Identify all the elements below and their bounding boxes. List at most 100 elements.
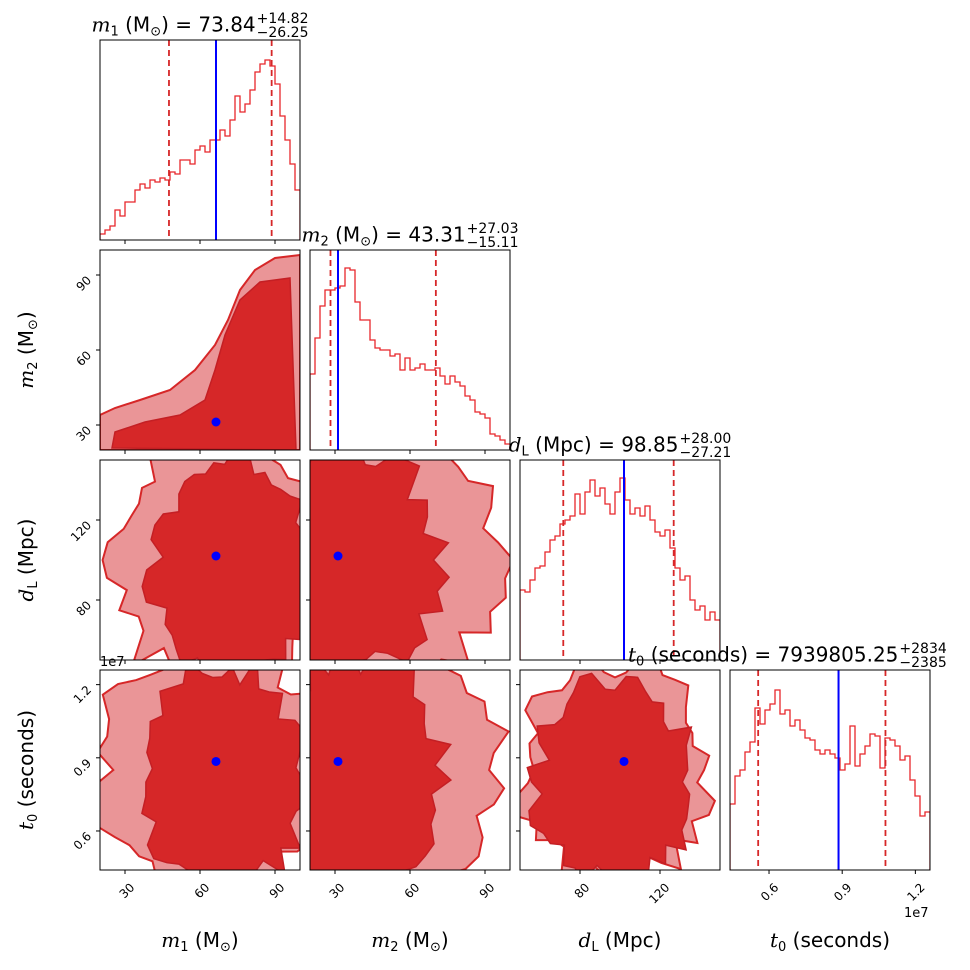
contour-inner bbox=[141, 460, 300, 660]
title-value: 7939805.25 bbox=[777, 642, 899, 667]
unit: (M bbox=[194, 928, 220, 952]
title-value: 98.85 bbox=[621, 432, 679, 457]
unit-end: ) bbox=[14, 311, 38, 320]
x-tick-label: 0.6 bbox=[758, 880, 781, 903]
title-minus: −2385 bbox=[899, 655, 947, 671]
var: d bbox=[578, 928, 592, 952]
y-axis-label-m2: m2 (M⊙) bbox=[14, 311, 41, 389]
unit-sub: ⊙ bbox=[150, 24, 162, 40]
contour-inner bbox=[310, 670, 453, 870]
histogram-m2 bbox=[310, 267, 510, 450]
y-tick-label: 90 bbox=[73, 273, 94, 294]
axes-frame bbox=[729, 669, 931, 871]
contour-inner bbox=[111, 277, 297, 450]
x-tick-label: 60 bbox=[402, 880, 423, 901]
y-tick-label: 0.6 bbox=[71, 829, 94, 852]
var: d bbox=[508, 432, 522, 457]
axes-frame bbox=[519, 669, 721, 871]
y-tick-label: 1.2 bbox=[71, 683, 94, 706]
axes-frame bbox=[309, 249, 511, 451]
unit-sub: ⊙ bbox=[360, 234, 372, 250]
unit-sub: ⊙ bbox=[429, 940, 441, 955]
x-axis-label-m2: m2 (M⊙) bbox=[371, 930, 448, 954]
unit-end: ) bbox=[440, 928, 449, 952]
y-axis-label-t0: t0 (seconds) bbox=[14, 709, 41, 830]
unit-end: ) bbox=[371, 222, 379, 247]
title-plus: +14.82 bbox=[256, 11, 309, 27]
unit: (seconds) bbox=[14, 709, 38, 808]
contour-inner bbox=[310, 460, 451, 660]
unit: (Mpc) bbox=[604, 928, 662, 952]
title-minus: −15.11 bbox=[466, 235, 519, 251]
histogram-m1 bbox=[100, 59, 300, 240]
histogram-t0 bbox=[730, 689, 930, 870]
panel-m1-vs-m2: 30 60 90 bbox=[73, 249, 301, 454]
truth-marker bbox=[211, 417, 221, 427]
x-tick-label: 120 bbox=[646, 880, 672, 906]
title-t0: t0 (seconds) = 7939805.25 +2834 −2385 bbox=[628, 641, 947, 671]
var: m bbox=[14, 369, 38, 389]
x-tick-label: 0.9 bbox=[831, 880, 854, 903]
truth-marker bbox=[333, 756, 343, 766]
panel-m1-vs-t0: 30 60 90 0.6 0.9 1.2 bbox=[71, 669, 301, 901]
unit: (M bbox=[335, 222, 361, 247]
sub: 0 bbox=[636, 654, 645, 670]
x-offset-text: 1e7 bbox=[904, 906, 929, 921]
unit: (M bbox=[14, 330, 38, 356]
x-tick-label: 30 bbox=[327, 880, 348, 901]
unit: (seconds) bbox=[792, 928, 891, 952]
panel-dL-vs-t0: 80 120 bbox=[516, 669, 721, 907]
y-tick-label: 120 bbox=[68, 518, 94, 544]
title-plus: +2834 bbox=[899, 641, 947, 657]
title-dL: dL (Mpc) = 98.85 +28.00 −27.21 bbox=[508, 431, 732, 461]
title-m1: m1 (M⊙) = 73.84 +14.82 −26.25 bbox=[91, 11, 309, 41]
unit-end: ) bbox=[161, 12, 169, 37]
var: t bbox=[769, 928, 779, 952]
unit: (Mpc) bbox=[535, 432, 592, 457]
x-tick-label: 60 bbox=[192, 880, 213, 901]
x-axis-label-m1: m1 (M⊙) bbox=[161, 930, 238, 954]
histogram-dL bbox=[520, 477, 720, 660]
title-plus: +28.00 bbox=[679, 431, 732, 447]
panel-m2 bbox=[309, 249, 511, 454]
sub: 2 bbox=[320, 234, 329, 250]
y-tick-label: 80 bbox=[73, 598, 94, 619]
contour-inner bbox=[526, 672, 693, 870]
var: t bbox=[628, 642, 637, 667]
unit: (seconds) bbox=[650, 642, 749, 667]
panel-m2-vs-t0: 30 60 90 bbox=[306, 669, 511, 901]
var: m bbox=[91, 12, 111, 37]
unit-sub: ⊙ bbox=[219, 940, 231, 955]
y-axis-label-dL: dL (Mpc) bbox=[14, 519, 41, 602]
title-m2: m2 (M⊙) = 43.31 +27.03 −15.11 bbox=[301, 221, 519, 251]
truth-marker bbox=[619, 756, 629, 766]
panel-m2-vs-dL bbox=[306, 459, 511, 664]
sub: L bbox=[26, 581, 41, 589]
axes-frame bbox=[519, 459, 721, 661]
sub: L bbox=[591, 940, 599, 955]
panel-dL bbox=[519, 459, 721, 664]
title-minus: −26.25 bbox=[256, 25, 309, 41]
y-tick-label: 60 bbox=[73, 348, 94, 369]
x-tick-label: 1.2 bbox=[904, 880, 927, 903]
x-tick-label: 90 bbox=[267, 880, 288, 901]
sub: 1 bbox=[180, 940, 189, 955]
unit: (M bbox=[125, 12, 151, 37]
var: m bbox=[371, 928, 391, 952]
truth-marker bbox=[211, 551, 221, 561]
sub: 1 bbox=[110, 24, 119, 40]
x-axis-label-t0: t0 (seconds) bbox=[770, 930, 890, 954]
title-plus: +27.03 bbox=[466, 221, 519, 237]
y-tick-label: 30 bbox=[73, 423, 94, 444]
panel-m1-vs-dL: 80 120 bbox=[68, 459, 301, 664]
x-tick-label: 80 bbox=[572, 880, 593, 901]
y-tick-label: 0.9 bbox=[71, 756, 94, 779]
var: m bbox=[301, 222, 321, 247]
title-minus: −27.21 bbox=[679, 445, 732, 461]
truth-marker bbox=[333, 551, 343, 561]
unit: (M bbox=[404, 928, 430, 952]
panel-t0: 0.6 0.9 1.2 bbox=[729, 669, 931, 904]
var: d bbox=[14, 588, 38, 602]
sub: 2 bbox=[26, 361, 41, 370]
x-axis-label-dL: dL (Mpc) bbox=[579, 930, 662, 954]
